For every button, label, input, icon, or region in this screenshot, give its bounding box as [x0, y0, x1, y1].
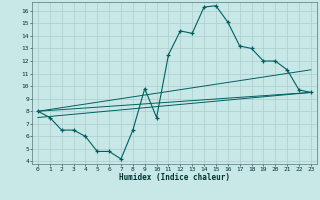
X-axis label: Humidex (Indice chaleur): Humidex (Indice chaleur) [119, 173, 230, 182]
